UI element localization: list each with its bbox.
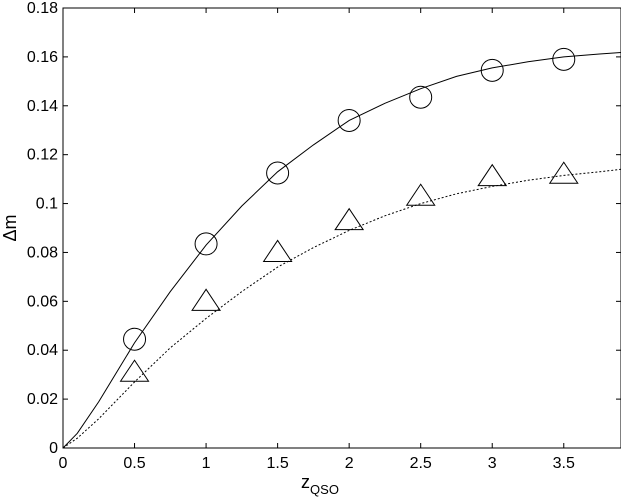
x-tick-label: 3.5 — [553, 455, 575, 472]
y-tick-label: 0.04 — [27, 342, 58, 359]
circle-marker — [552, 47, 576, 71]
x-tick-label: 0.5 — [123, 455, 145, 472]
triangle-marker — [405, 183, 436, 206]
triangle-marker — [477, 163, 508, 187]
x-axis-label-main: z — [301, 472, 310, 492]
circle-marker — [480, 58, 504, 82]
triangle-marker — [119, 359, 150, 382]
triangle-marker — [262, 239, 293, 262]
triangle-marker — [548, 161, 579, 184]
circle-marker — [337, 108, 361, 132]
solid-curve — [62, 52, 621, 449]
circle-marker — [409, 85, 433, 109]
y-tick-label: 0.06 — [27, 293, 58, 310]
x-axis-label-subscript: QSO — [310, 482, 339, 497]
y-tick-label: 0.1 — [36, 196, 58, 213]
circle-marker — [123, 327, 147, 351]
triangle-marker — [334, 207, 365, 231]
y-tick-label: 0.18 — [27, 0, 58, 17]
plot-area-frame — [62, 7, 621, 449]
y-tick-label: 0.08 — [27, 244, 58, 261]
y-tick-label: 0.16 — [27, 49, 58, 66]
x-tick-label: 2 — [345, 455, 354, 472]
circle-marker — [194, 232, 218, 256]
x-tick-label: 1.5 — [266, 455, 288, 472]
x-axis-label: zQSO — [301, 472, 339, 497]
y-tick-label: 0 — [49, 440, 58, 457]
y-tick-label: 0.02 — [27, 391, 58, 408]
y-tick-label: 0.12 — [27, 147, 58, 164]
circle-marker — [266, 161, 290, 185]
x-tick-label: 0 — [59, 455, 68, 472]
dotted-curve — [62, 168, 621, 449]
x-axis: 0 0.5 1 1.5 2 2.5 3 3.5 — [59, 8, 575, 472]
x-tick-label: 1 — [202, 455, 211, 472]
series-layer — [62, 47, 621, 449]
y-tick-label: 0.14 — [27, 98, 58, 115]
x-tick-label: 3 — [488, 455, 497, 472]
y-axis-label: Δm — [0, 214, 20, 241]
y-axis: 0 0.02 0.04 0.06 0.08 0.1 0.12 0.14 0.16 0.18 — [27, 0, 621, 457]
triangle-marker — [191, 288, 222, 311]
x-tick-label: 2.5 — [410, 455, 432, 472]
